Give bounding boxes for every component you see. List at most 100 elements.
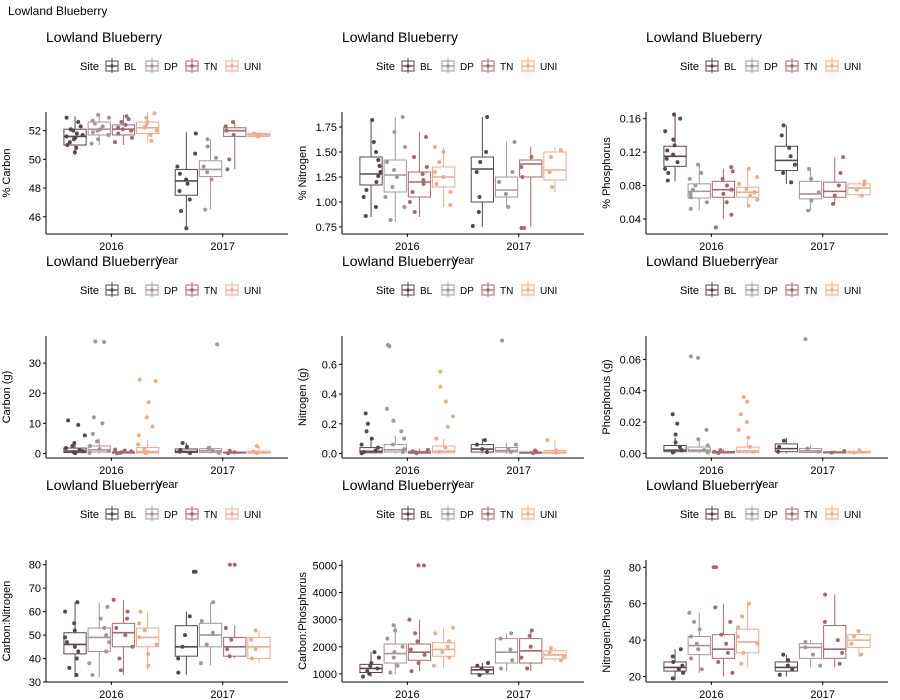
- legend-label: TN: [500, 286, 513, 297]
- data-point: [129, 449, 134, 454]
- data-point: [665, 178, 670, 183]
- y-axis-label: Carbon (g): [1, 371, 13, 424]
- data-point: [857, 448, 862, 453]
- data-point: [253, 628, 258, 633]
- data-point: [74, 145, 79, 150]
- figure-title: Lowland Blueberry: [8, 4, 108, 18]
- data-point: [150, 424, 155, 429]
- data-point: [400, 644, 405, 649]
- data-point: [214, 155, 219, 160]
- x-tick-label: 2016: [395, 241, 419, 253]
- box-plot: [494, 631, 519, 672]
- box-plot: [711, 448, 736, 455]
- data-point: [837, 661, 842, 666]
- y-tick-label: 46: [29, 212, 41, 224]
- data-point: [421, 182, 426, 186]
- legend-title: Site: [376, 285, 395, 297]
- data-point: [840, 650, 845, 655]
- x-tick-label: 2017: [810, 241, 834, 253]
- data-point: [373, 448, 378, 453]
- data-point: [666, 171, 671, 175]
- data-point: [149, 138, 154, 143]
- data-point: [136, 442, 141, 447]
- box-plot: [494, 338, 519, 455]
- data-point: [509, 450, 514, 455]
- data-point: [64, 446, 69, 451]
- data-point: [805, 446, 810, 451]
- data-point: [679, 448, 684, 453]
- y-tick-label: 60: [629, 599, 641, 611]
- box-plot: [223, 448, 247, 456]
- data-point: [75, 600, 80, 605]
- data-point: [205, 137, 210, 142]
- data-point: [180, 644, 185, 649]
- box: [494, 638, 519, 664]
- legend-label: DP: [764, 510, 778, 521]
- data-point: [205, 144, 210, 149]
- box-plot: [407, 563, 432, 674]
- box-plot: [736, 395, 760, 454]
- data-point: [547, 170, 552, 174]
- data-point: [803, 337, 808, 342]
- box: [736, 628, 760, 654]
- data-point: [861, 182, 866, 187]
- data-point: [122, 448, 127, 453]
- data-point: [673, 440, 678, 445]
- data-point: [687, 176, 692, 181]
- box-plot: [223, 562, 247, 659]
- data-point: [400, 115, 405, 119]
- data-point: [443, 399, 448, 404]
- box-plot: [798, 337, 823, 454]
- data-point: [755, 197, 760, 202]
- y-tick-label: 0.16: [620, 114, 641, 126]
- legend-label: TN: [204, 62, 217, 73]
- y-tick-label: 4000: [313, 588, 337, 600]
- legend-point: [710, 64, 714, 68]
- data-point: [480, 447, 485, 452]
- box: [432, 445, 456, 454]
- data-point: [497, 180, 502, 184]
- data-point: [249, 637, 254, 642]
- legend-point: [110, 288, 114, 292]
- data-point: [187, 614, 192, 619]
- legend-point: [526, 64, 530, 68]
- box-plot: [111, 597, 136, 675]
- data-point: [410, 190, 415, 194]
- legend-label: TN: [804, 62, 817, 73]
- data-point: [176, 670, 181, 675]
- data-point: [485, 115, 490, 119]
- legend-key: BL: [401, 506, 433, 521]
- data-point: [687, 610, 692, 615]
- y-tick-label: 48: [29, 183, 41, 195]
- box-plot: [198, 342, 223, 455]
- data-point: [227, 157, 232, 162]
- data-point: [519, 226, 524, 230]
- y-tick-label: 1.75: [316, 122, 337, 134]
- data-point: [73, 135, 78, 140]
- data-point: [519, 655, 524, 660]
- y-tick-label: 0.6: [322, 359, 337, 371]
- data-point: [806, 166, 811, 171]
- data-point: [102, 626, 107, 631]
- chart-panel: Lowland Blueberry Site BL DP TN UNI 0.00 0.02 0.…: [601, 253, 888, 491]
- data-point: [124, 114, 129, 119]
- data-point: [809, 198, 814, 203]
- data-point: [664, 156, 669, 161]
- data-point: [699, 667, 704, 672]
- data-point: [842, 448, 847, 453]
- data-point: [744, 420, 749, 425]
- data-point: [696, 647, 701, 652]
- data-point: [688, 354, 693, 359]
- data-point: [100, 421, 105, 426]
- box: [543, 151, 567, 181]
- legend-point: [486, 288, 490, 292]
- data-point: [118, 668, 123, 673]
- legend-point: [526, 288, 530, 292]
- box: [359, 156, 383, 186]
- data-point: [251, 449, 256, 454]
- y-tick-label: 80: [29, 560, 41, 572]
- data-point: [211, 600, 216, 605]
- data-point: [106, 449, 111, 454]
- data-point: [671, 659, 676, 664]
- data-point: [206, 446, 211, 451]
